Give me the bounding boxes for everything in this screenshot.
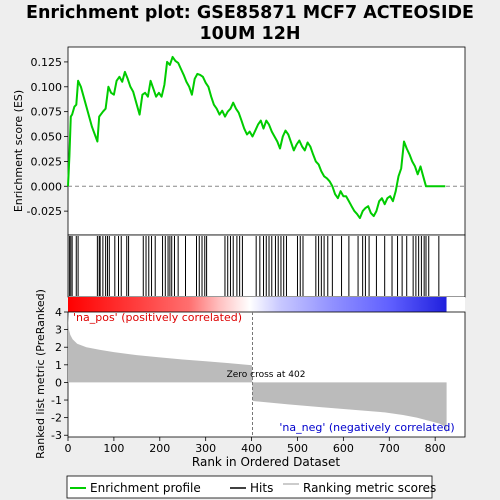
ranking-xlabel: Rank in Ordered Dataset (192, 455, 340, 469)
ranking-ytick-label: 2 (55, 341, 62, 354)
ranking-xtick-label: 500 (287, 442, 308, 455)
ranking-xtick-label: 200 (149, 442, 170, 455)
chart-title-line1: Enrichment plot: GSE85871 MCF7 ACTEOSIDE (26, 3, 474, 23)
es-ytick-label: 0.075 (31, 106, 63, 119)
legend-box (66, 475, 433, 499)
legend-ranking-label: Ranking metric scores (303, 481, 436, 495)
ranking-ytick-label: -1 (51, 394, 62, 407)
ranking-xtick-label: 700 (379, 442, 400, 455)
ranking-ylabel: Ranked list metric (PreRanked) (34, 289, 47, 459)
ranking-xtick-label: 300 (195, 442, 216, 455)
chart-title-line2: 10UM 12H (199, 24, 300, 44)
es-ytick-label: 0.025 (31, 155, 63, 168)
legend-hits-label: Hits (250, 481, 273, 495)
ranking-ytick-label: -2 (51, 412, 62, 425)
ranking-xtick-label: 0 (65, 442, 72, 455)
es-ytick-label: 0.050 (31, 131, 63, 144)
ranking-color-bar-tail (446, 297, 465, 312)
es-ytick-label: 0.125 (31, 56, 63, 69)
neg-label: 'na_neg' (negatively correlated) (279, 421, 454, 434)
legend-enrichment-label: Enrichment profile (90, 481, 201, 495)
zero-cross-label: Zero cross at 402 (227, 370, 306, 380)
ranking-ytick-label: 3 (55, 324, 62, 337)
ranking-xtick-label: 800 (425, 442, 446, 455)
ranking-ytick-label: 1 (55, 359, 62, 372)
es-ytick-label: 0.000 (31, 180, 63, 193)
ranking-xtick-label: 100 (103, 442, 124, 455)
es-ylabel: Enrichment score (ES) (12, 90, 25, 212)
ranking-xtick-label: 600 (333, 442, 354, 455)
es-ytick-label: -0.025 (27, 205, 62, 218)
ranking-xtick-label: 400 (241, 442, 262, 455)
es-panel-frame (67, 46, 466, 236)
ranking-metric-area (68, 313, 447, 434)
enrichment-profile-line (67, 55, 446, 220)
pos-label: 'na_pos' (positively correlated) (73, 311, 242, 324)
es-ytick-label: 0.100 (31, 81, 63, 94)
ranking-color-bar (68, 297, 447, 312)
ranking-ytick-label: -3 (51, 429, 62, 442)
ranking-ytick-label: 4 (55, 306, 62, 319)
ranking-ytick-label: 0 (55, 376, 62, 389)
